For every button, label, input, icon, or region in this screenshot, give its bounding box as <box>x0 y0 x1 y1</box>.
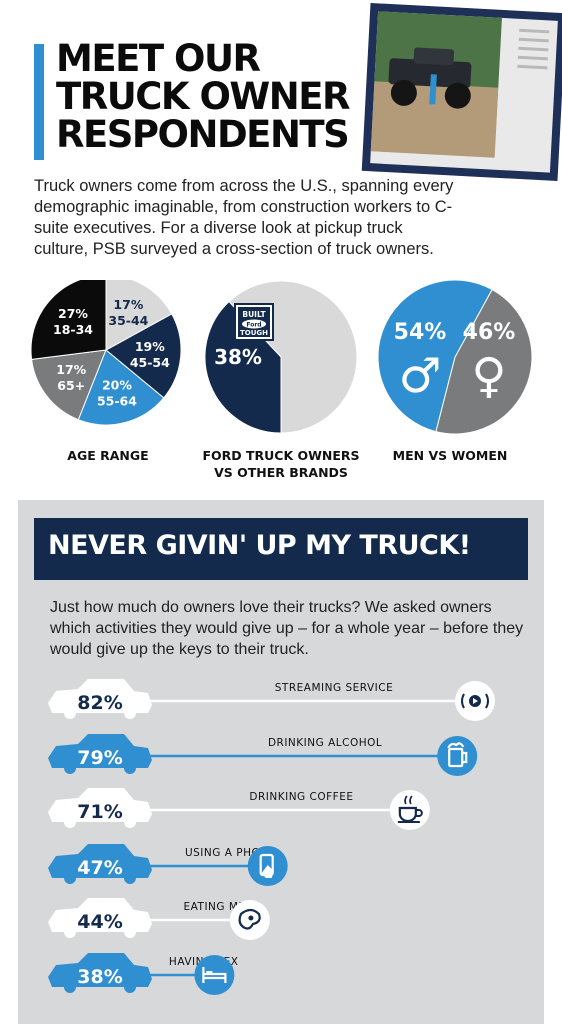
female-symbol-icon: ♀ <box>471 348 506 404</box>
pie-value-label: 54% <box>394 320 447 345</box>
pie-category-label: 55-64 <box>97 394 137 409</box>
activity-row: 82% STREAMING SERVICE <box>48 679 495 721</box>
pie-category-label: 35-44 <box>108 313 148 328</box>
activity-row: 71% DRINKING COFFEE <box>48 788 430 830</box>
male-symbol-icon: ♂ <box>398 348 441 404</box>
activity-icon-circle <box>389 790 430 830</box>
section-title: NEVER GIVIN' UP MY TRUCK! <box>48 530 471 561</box>
steak-icon <box>238 908 261 930</box>
title-accent-bar <box>34 44 44 160</box>
activity-label: DRINKING ALCOHOL <box>268 737 382 749</box>
section-question: Just how much do owners love their truck… <box>50 599 524 658</box>
pie-slice <box>377 279 493 433</box>
activity-percent: 47% <box>77 857 122 879</box>
activity-percent: 82% <box>77 692 122 714</box>
truck-photo <box>370 11 502 158</box>
ford-pie-label: FORD TRUCK OWNERS VS OTHER BRANDS <box>196 447 366 481</box>
pie-value-label: 46% <box>463 320 516 345</box>
activity-label: DRINKING COFFEE <box>249 791 353 803</box>
pie-value-label: 17% <box>56 362 86 377</box>
activity-row: 44%EATING MEAT <box>48 898 270 940</box>
pie-value-label: 19% <box>135 339 165 354</box>
title-line: TRUCK OWNER <box>56 75 350 118</box>
ford-pie-label-line: FORD TRUCK OWNERS <box>202 448 360 463</box>
title-line: RESPONDENTS <box>56 113 350 156</box>
pie-slice <box>31 349 107 421</box>
truck-icon <box>48 844 152 878</box>
pie-slice <box>435 288 533 435</box>
gender-pie: 54% ♂ 46% ♀ <box>377 279 533 435</box>
social-post <box>370 11 558 173</box>
activity-label: STREAMING SERVICE <box>275 682 393 694</box>
truck-icon <box>48 898 152 932</box>
pie-charts: 27% 18-34 17% 35-44 19% 45-54 20% 55-64 17% 65+ B… <box>0 274 562 490</box>
phone-icon <box>259 853 274 878</box>
bed-icon <box>202 967 227 983</box>
pie-slice <box>105 313 182 399</box>
pie-slice <box>77 349 165 426</box>
ford-pie: BUILT Ford TOUGH 38% <box>204 280 358 434</box>
activity-row: 38%HAVING SEX <box>48 953 238 995</box>
ford-pie-label-line: VS OTHER BRANDS <box>214 465 348 480</box>
stream-icon <box>461 693 489 709</box>
truck-icon <box>48 734 152 768</box>
age-range-label: AGE RANGE <box>67 448 149 463</box>
activity-percent: 38% <box>77 966 122 988</box>
activity-percent: 79% <box>77 747 122 769</box>
coffee-icon <box>397 795 423 823</box>
page-title: MEET OUR TRUCK OWNER RESPONDENTS <box>56 37 350 156</box>
pie-value-label: 27% <box>58 306 88 321</box>
title-line: MEET OUR <box>56 37 261 80</box>
activity-icon-circle <box>437 736 478 776</box>
gender-pie-label: MEN VS WOMEN <box>392 448 508 463</box>
truck-photo-card <box>361 2 562 182</box>
intro-text: Truck owners come from across the U.S., … <box>34 177 454 258</box>
beer-icon <box>447 742 468 768</box>
truck-icon <box>48 679 152 713</box>
pie-value-label: 38% <box>214 345 262 369</box>
built-ford-tough-badge: BUILT Ford TOUGH <box>234 303 274 341</box>
badge-line: Ford <box>246 322 261 329</box>
truck-icon <box>48 788 152 822</box>
badge-line: BUILT <box>242 310 266 319</box>
activity-percent: 44% <box>77 911 122 933</box>
truck-icon <box>48 953 152 987</box>
activity-percent: 71% <box>77 801 122 823</box>
pie-category-label: 45-54 <box>130 355 170 370</box>
pie-value-label: 17% <box>113 297 143 312</box>
pie-value-label: 20% <box>102 378 132 393</box>
pie-category-label: 18-34 <box>53 322 93 337</box>
pie-slice <box>204 300 282 434</box>
badge-line: TOUGH <box>240 329 268 337</box>
pie-category-label: 65+ <box>57 378 85 393</box>
activity-row: 47%USING A PHONE <box>48 844 288 886</box>
activity-row: 79% DRINKING ALCOHOL <box>48 734 478 776</box>
section-banner: NEVER GIVIN' UP MY TRUCK! <box>34 518 528 580</box>
